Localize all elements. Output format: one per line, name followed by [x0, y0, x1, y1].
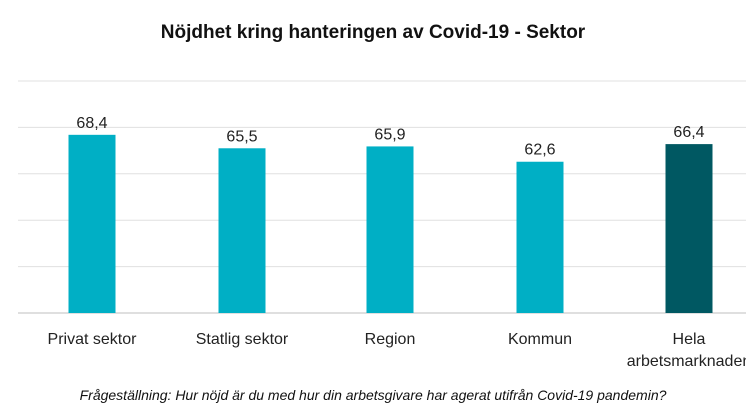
bar-4 — [665, 144, 713, 313]
category-label-0: Privat sektor — [48, 331, 138, 348]
data-label-0: 68,4 — [76, 115, 107, 132]
category-label-4-line-0: Hela — [673, 331, 706, 348]
data-label-3: 62,6 — [524, 142, 555, 159]
data-label-2: 65,9 — [374, 126, 405, 143]
category-label-4-line-1: arbetsmarknaden — [627, 353, 746, 370]
bar-1 — [218, 148, 266, 313]
category-label-3: Kommun — [508, 331, 572, 348]
category-label-2: Region — [365, 331, 416, 348]
chart-title: Nöjdhet kring hanteringen av Covid-19 - … — [160, 22, 586, 43]
category-labels: Privat sektor Statlig sektor Region Kommun H… — [48, 331, 746, 370]
bar-2 — [366, 146, 414, 313]
bars — [68, 134, 713, 313]
data-label-4: 66,4 — [673, 124, 704, 141]
bar-chart: 68,4 65,5 65,9 62,6 66,4 Privat sektor Statli… — [18, 80, 746, 370]
category-label-1: Statlig sektor — [196, 331, 289, 348]
data-labels: 68,4 65,5 65,9 62,6 66,4 — [76, 115, 704, 159]
bar-3 — [516, 161, 564, 313]
data-label-1: 65,5 — [226, 128, 257, 145]
footnote: Frågeställning: Hur nöjd är du med hur d… — [79, 387, 667, 403]
bar-0 — [68, 134, 116, 313]
